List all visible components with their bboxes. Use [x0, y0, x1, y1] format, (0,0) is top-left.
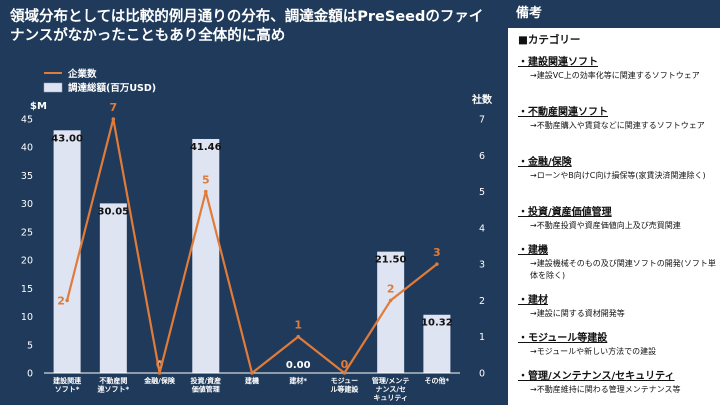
- y-right-tick-label: 7: [479, 115, 485, 126]
- bar: [192, 138, 220, 373]
- line-point: [296, 334, 301, 339]
- note-desc: →建設VC上の効率化等に関連するソフトウェア: [530, 71, 700, 80]
- line-point: [65, 298, 69, 303]
- line-value-label: 7: [110, 101, 118, 114]
- note-label: ・投資/資産価値管理: [518, 207, 612, 218]
- line-point: [435, 262, 439, 266]
- note-label: ・建機: [518, 245, 548, 256]
- y-left-tick-label: 25: [21, 227, 33, 238]
- x-tick-label: 投資/資産: [190, 376, 221, 385]
- bar-value-label: 41.46: [190, 142, 222, 153]
- bar: [99, 203, 127, 373]
- bar-value-label: 0: [156, 360, 163, 371]
- line-point: [342, 371, 347, 375]
- line-point: [203, 189, 208, 194]
- page-title: 領域分布としては比較的例月通りの分布、調達金額はPreSeedのファイナンスがな…: [10, 9, 484, 44]
- x-tick-label: 不動産関: [99, 376, 127, 385]
- bar-value-label: 0.00: [286, 360, 311, 371]
- y-right-tick-label: 2: [479, 296, 485, 307]
- note-label: ・モジュール等建設: [518, 333, 608, 344]
- note-label: ・管理/メンテナンス/セキュリティ: [518, 371, 675, 382]
- y-left-tick-label: 30: [21, 199, 33, 210]
- legend-bar-label: 調達総額(百万USD): [68, 82, 156, 94]
- line-value-label: 3: [433, 246, 441, 259]
- y-left-tick-label: 35: [21, 171, 33, 182]
- line-value-label: 5: [202, 174, 210, 187]
- y-left-tick-label: 20: [21, 256, 33, 267]
- bar: [53, 130, 81, 373]
- bar-value-label: 10.32: [421, 318, 453, 329]
- y-left-tick-label: 15: [21, 284, 33, 295]
- y-right-tick-label: 0: [479, 369, 485, 380]
- note-item: ・モジュール等建設 →モジュールや新しい方法での建設: [518, 332, 718, 358]
- note-item: ・建設関連ソフト →建設VC上の効率化等に関連するソフトウェア: [518, 56, 718, 82]
- note-label: ・不動産関連ソフト: [518, 107, 608, 118]
- note-desc: →不動産維持に関わる管理メンテナンス等: [530, 385, 681, 394]
- y-right-tick-label: 3: [479, 260, 485, 271]
- note-label: ・建設関連ソフト: [518, 57, 598, 68]
- bar: [377, 251, 405, 373]
- x-tick-label: 連ソフト*: [97, 385, 129, 394]
- note-desc: →不動産投資や資産価値向上及び売買関連: [530, 221, 681, 230]
- y-right-tick-label: 1: [479, 332, 485, 343]
- x-tick-label: その他*: [425, 376, 450, 385]
- note-desc: →建設機械そのもの及び関連ソフトの開発(ソフト単体を除く): [530, 259, 716, 280]
- y-left-tick-label: 10: [21, 312, 33, 323]
- note-item: ・不動産関連ソフト →不動産購入や賃貸などに関連するソフトウェア: [518, 106, 718, 132]
- legend-line-label: 企業数: [67, 68, 97, 80]
- x-tick-label: 管理/メンテ: [372, 376, 410, 385]
- bar-value-label: 43.00: [51, 133, 83, 144]
- line-value-label: 2: [57, 294, 65, 307]
- line-value-label: 1: [294, 319, 302, 332]
- note-desc: →ローンやB向けC向け損保等(家賃決済関連除く): [530, 171, 706, 180]
- x-tick-label: モジュー: [331, 377, 359, 385]
- y-left-tick-label: 45: [21, 115, 33, 126]
- y-left-tick-label: 40: [21, 143, 33, 154]
- y-left-tick-label: 0: [27, 369, 33, 380]
- legend-bar-swatch: [43, 82, 63, 93]
- y-right-tick-label: 6: [479, 151, 485, 162]
- x-tick-label: 建材*: [289, 376, 307, 385]
- note-label: ・金融/保険: [518, 157, 572, 168]
- line-value-label: 2: [387, 282, 395, 295]
- x-tick-label: 価値管理: [191, 385, 220, 394]
- category-heading: ■カテゴリー: [518, 34, 581, 46]
- note-item: ・建機 →建設機械そのもの及び関連ソフトの開発(ソフト単体を除く): [518, 244, 718, 281]
- y-left-tick-label: 5: [27, 340, 33, 351]
- note-desc: →モジュールや新しい方法での建設: [530, 347, 657, 356]
- bar-value-label: 21.50: [375, 255, 407, 266]
- y-right-axis-title: 社数: [471, 93, 493, 106]
- line-point: [111, 117, 116, 121]
- x-tick-label: 金融/保険: [143, 376, 176, 385]
- x-tick-label: ナンス/セ: [375, 386, 405, 394]
- bar-value-label: 30.05: [98, 206, 130, 217]
- y-right-tick-label: 4: [479, 223, 485, 234]
- note-item: ・管理/メンテナンス/セキュリティ →不動産維持に関わる管理メンテナンス等: [518, 370, 718, 396]
- x-tick-label: キュリティ: [373, 394, 408, 402]
- y-right-tick-label: 5: [479, 187, 485, 198]
- line-point: [157, 371, 162, 375]
- line-value-label: 0: [156, 358, 164, 371]
- x-tick-label: ソフト*: [55, 386, 80, 394]
- note-desc: →不動産購入や賃貸などに関連するソフトウェア: [530, 121, 705, 130]
- note-item: ・投資/資産価値管理 →不動産投資や資産価値向上及び売買関連: [518, 206, 718, 232]
- y-left-axis-title: $M: [30, 101, 47, 112]
- notes-panel: 備考 ■カテゴリー ・建設関連ソフト →建設VC上の効率化等に関連するソフトウェ…: [508, 0, 720, 405]
- line-point: [250, 371, 254, 375]
- x-tick-label: 建機: [245, 376, 259, 385]
- note-item: ・金融/保険 →ローンやB向けC向け損保等(家賃決済関連除く): [518, 156, 718, 182]
- note-label: ・建材: [518, 295, 548, 306]
- bar: [423, 314, 451, 373]
- notes-panel-title: 備考: [508, 0, 720, 28]
- note-item: ・建材 →建設に関する資材開発等: [518, 294, 718, 320]
- line-value-label: 0: [341, 358, 349, 371]
- x-tick-label: ル等建設: [330, 385, 359, 394]
- note-desc: →建設に関する資材開発等: [530, 309, 625, 318]
- chart: $M社数企業数調達総額(百万USD)0510152025303540450123…: [21, 68, 493, 402]
- x-tick-label: 建設関連: [53, 376, 82, 385]
- line-point: [388, 298, 393, 303]
